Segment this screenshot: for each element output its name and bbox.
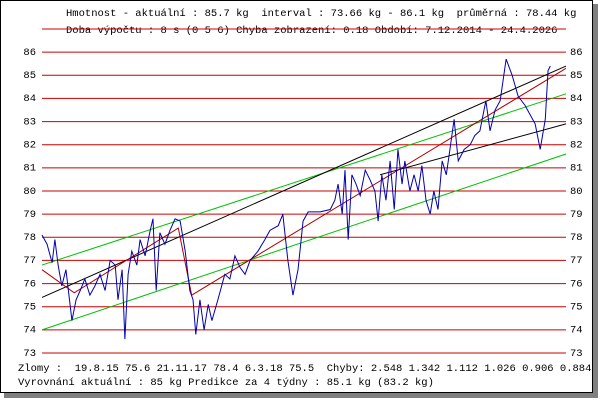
y-tick-label: 74 — [23, 325, 36, 337]
y-tick-label-right: 79 — [570, 209, 583, 221]
y-tick-label-right: 83 — [570, 116, 583, 128]
y-tick-label-right: 82 — [570, 139, 583, 151]
y-tick-label-right: 76 — [570, 278, 583, 290]
footer-line: Vyrovnání aktuální : 85 kg Predikce za 4… — [18, 377, 434, 389]
y-tick-label-right: 85 — [570, 70, 583, 82]
y-tick-label: 77 — [23, 255, 36, 267]
data-line — [41, 67, 567, 296]
y-tick-label: 73 — [23, 348, 36, 360]
header-line: Doba výpočtu : 8 s (0 5 6) Chyba zobraze… — [66, 25, 557, 37]
y-tick-label-right: 78 — [570, 232, 583, 244]
y-tick-label-right: 84 — [570, 93, 583, 105]
y-tick-label: 81 — [23, 163, 36, 175]
y-tick-label: 79 — [23, 209, 36, 221]
y-tick-label: 75 — [23, 301, 36, 313]
y-tick-label: 85 — [23, 70, 36, 82]
y-tick-label: 83 — [23, 116, 36, 128]
footer-line: Zlomy : 19.8.15 75.6 21.11.17 78.4 6.3.1… — [18, 363, 591, 375]
frame — [0, 0, 593, 393]
y-tick-label: 84 — [23, 93, 36, 105]
y-tick-label-right: 74 — [570, 325, 583, 337]
data-line — [41, 58, 551, 340]
data-line — [41, 153, 567, 331]
y-tick-label: 80 — [23, 186, 36, 198]
y-tick-label-right: 73 — [570, 348, 583, 360]
y-tick-label-right: 75 — [570, 301, 583, 313]
y-tick-label-right: 80 — [570, 186, 583, 198]
y-tick-label: 86 — [23, 47, 36, 59]
data-line — [379, 123, 567, 176]
header-line: Hmotnost - aktuální : 85.7 kg interval :… — [66, 7, 576, 20]
y-tick-label-right: 81 — [570, 163, 583, 175]
y-tick-label: 82 — [23, 139, 36, 151]
y-tick-label: 78 — [23, 232, 36, 244]
y-tick-label: 76 — [23, 278, 36, 290]
y-tick-label-right: 86 — [570, 47, 583, 59]
y-tick-label-right: 77 — [570, 255, 583, 267]
data-line — [41, 93, 567, 266]
